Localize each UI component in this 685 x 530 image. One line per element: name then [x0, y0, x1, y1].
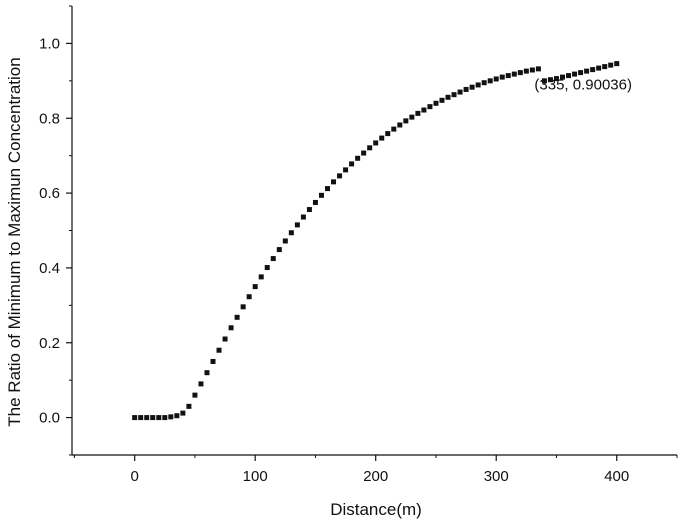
data-point [228, 325, 234, 331]
data-point [306, 207, 312, 213]
data-point [463, 86, 469, 92]
data-point [138, 415, 144, 421]
x-axis-title: Distance(m) [330, 500, 422, 519]
y-axis-title: The Ratio of Minimum to Maximun Concentr… [5, 57, 24, 426]
data-point [258, 274, 264, 280]
data-point [234, 314, 240, 320]
data-point [451, 92, 457, 98]
data-point [324, 186, 330, 192]
data-point [331, 179, 337, 185]
data-point [162, 415, 168, 421]
data-point [240, 304, 246, 310]
data-point [439, 97, 445, 103]
data-point [481, 80, 487, 86]
data-point [216, 347, 222, 353]
data-point [391, 126, 397, 132]
data-point [487, 78, 493, 84]
x-tick-label: 100 [243, 468, 268, 485]
data-point [337, 173, 343, 179]
data-point [572, 71, 578, 77]
x-tick-label: 300 [484, 468, 509, 485]
data-point [541, 78, 547, 84]
data-point [210, 358, 216, 364]
data-point [288, 230, 294, 236]
data-point [252, 284, 258, 290]
y-tick-label: 0.6 [39, 185, 60, 202]
data-point [560, 74, 566, 80]
data-point [469, 84, 475, 90]
data-point [614, 61, 620, 67]
data-point [529, 67, 535, 73]
data-point [150, 415, 156, 421]
data-point [397, 122, 403, 128]
data-point [349, 161, 355, 167]
data-points [132, 61, 620, 421]
data-point [300, 214, 306, 220]
data-point [192, 392, 198, 398]
y-tick-label: 1.0 [39, 35, 60, 52]
y-tick-label: 0.2 [39, 335, 60, 352]
x-tick-label: 200 [363, 468, 388, 485]
data-point [553, 76, 559, 82]
data-point [584, 68, 590, 74]
data-point [547, 77, 553, 83]
data-point [144, 415, 150, 421]
data-point [343, 167, 349, 173]
data-point [355, 155, 361, 161]
data-point [156, 415, 162, 421]
data-point [282, 238, 288, 244]
data-point [361, 150, 367, 156]
data-point [433, 100, 439, 106]
data-point [373, 140, 379, 146]
data-point [445, 94, 451, 100]
data-point [312, 199, 318, 205]
point-annotation: (335, 0.90036) [534, 77, 632, 94]
data-point [246, 294, 252, 300]
data-point [198, 381, 204, 387]
ticks: 0 100 200 300 400 0.0 0.2 0.4 0.6 0.8 1.0 [39, 5, 678, 485]
data-point [379, 135, 385, 141]
data-point [475, 82, 481, 88]
data-point [602, 64, 608, 70]
data-point [222, 336, 228, 342]
y-tick-label: 0.0 [39, 410, 60, 427]
data-point [132, 415, 138, 421]
data-point [186, 403, 192, 409]
data-point [457, 89, 463, 95]
data-point [174, 413, 180, 419]
data-point [566, 73, 572, 79]
data-point [608, 62, 614, 68]
x-tick-label: 400 [604, 468, 629, 485]
data-point [294, 222, 300, 228]
data-point [523, 68, 529, 74]
data-point [421, 107, 427, 113]
data-point [499, 74, 505, 80]
data-point [578, 70, 584, 76]
y-tick-label: 0.8 [39, 110, 60, 127]
data-point [511, 71, 517, 77]
data-point [409, 114, 415, 120]
data-point [367, 145, 373, 151]
data-point [168, 414, 174, 420]
data-point [180, 410, 186, 416]
data-point [270, 256, 276, 262]
data-point [415, 110, 421, 116]
data-point [204, 370, 210, 376]
x-tick-label: 0 [130, 468, 138, 485]
data-point [596, 65, 602, 71]
data-point [264, 265, 270, 271]
data-point [493, 76, 499, 82]
data-point [318, 192, 324, 198]
data-point [385, 131, 391, 137]
data-point [505, 73, 511, 79]
data-point [590, 67, 596, 73]
data-point [535, 66, 541, 72]
data-point [403, 118, 409, 124]
data-point [427, 104, 433, 110]
data-point [276, 247, 282, 253]
y-tick-label: 0.4 [39, 260, 60, 277]
data-point [517, 70, 523, 76]
